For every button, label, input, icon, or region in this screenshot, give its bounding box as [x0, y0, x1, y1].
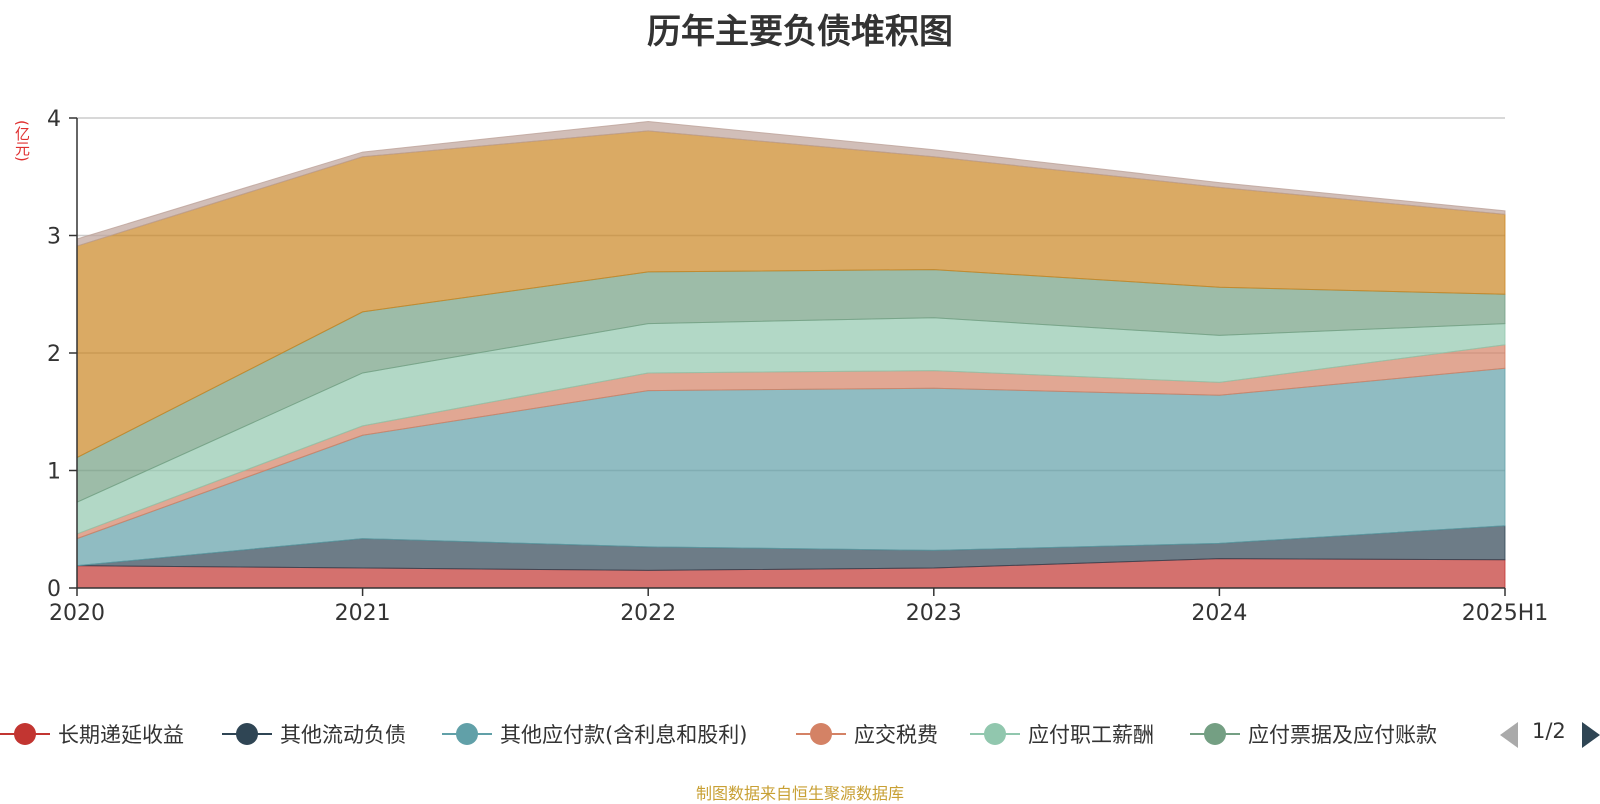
legend-marker-icon — [1190, 716, 1240, 752]
stacked-areas — [76, 121, 1506, 589]
x-tick-label: 2024 — [1191, 601, 1247, 626]
legend-next-arrow-icon[interactable] — [1582, 722, 1600, 748]
legend-item-other-current-liabilities[interactable]: 其他流动负债 — [222, 716, 406, 752]
legend-item-employee-pay-payable[interactable]: 应付职工薪酬 — [970, 716, 1154, 752]
x-tick-label: 2023 — [906, 601, 962, 626]
x-tick-label: 2022 — [620, 601, 676, 626]
y-tick-label: 2 — [47, 342, 61, 367]
legend-marker-icon — [796, 716, 846, 752]
axes: 0 1 2 3 4 2020 2021 2022 2023 2024 2025H1 — [47, 107, 1548, 626]
chart-title: 历年主要负债堆积图 — [647, 12, 953, 52]
legend-item-other-payables[interactable]: 其他应付款(含利息和股利) — [442, 716, 747, 752]
legend-pager: 1/2 — [1500, 716, 1600, 752]
legend-label: 应交税费 — [854, 723, 938, 747]
legend-label: 其他流动负债 — [280, 723, 406, 747]
legend-label: 应付职工薪酬 — [1028, 723, 1154, 747]
legend-item-long-term-deferred-income[interactable]: 长期递延收益 — [0, 716, 184, 752]
legend-label: 其他应付款(含利息和股利) — [500, 723, 748, 747]
legend-label: 长期递延收益 — [58, 723, 184, 747]
y-tick-label: 1 — [47, 460, 61, 485]
x-tick-label: 2021 — [335, 601, 391, 626]
legend-page-indicator: 1/2 — [1532, 719, 1566, 743]
legend-marker-icon — [0, 716, 50, 752]
legend-marker-icon — [442, 716, 492, 752]
y-tick-label: 4 — [47, 107, 61, 132]
data-source-footer: 制图数据来自恒生聚源数据库 — [695, 784, 904, 803]
y-tick-label: 3 — [47, 225, 61, 250]
legend-label: 应付票据及应付账款 — [1248, 723, 1437, 747]
area-series-7[interactable] — [76, 121, 1506, 247]
legend-marker-icon — [222, 716, 272, 752]
legend: 长期递延收益 其他流动负债 其他应付款(含利息和股利) 应交税费 应付职工薪酬 … — [0, 716, 1600, 752]
legend-item-taxes-payable[interactable]: 应交税费 — [796, 716, 938, 752]
x-tick-label: 2025H1 — [1462, 601, 1549, 626]
legend-prev-arrow-icon[interactable] — [1500, 722, 1518, 748]
y-axis-unit-label: (亿元) — [13, 120, 31, 162]
y-tick-label: 0 — [47, 577, 61, 602]
legend-marker-icon — [970, 716, 1020, 752]
legend-item-notes-and-accounts-payable[interactable]: 应付票据及应付账款 — [1190, 716, 1474, 752]
x-tick-label: 2020 — [49, 601, 105, 626]
